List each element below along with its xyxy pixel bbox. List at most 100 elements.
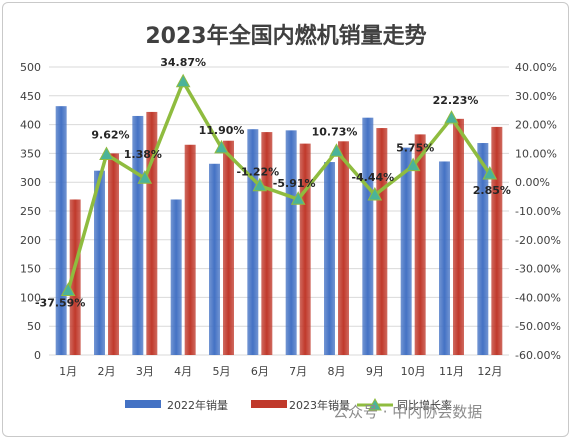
legend-label-2023: 2023年销量 (289, 398, 350, 412)
growth-rate-label: 5.75% (396, 142, 434, 155)
x-axis-tick-label: 5月 (213, 365, 231, 378)
right-axis-tick-label: -10.00% (515, 205, 561, 218)
right-axis-ticks: -60.00% -50.00% -40.00% -30.00% -20.00% -10.0… (515, 61, 561, 362)
x-axis-tick-label: 6月 (251, 365, 269, 378)
right-axis-tick-label: 30.00% (515, 90, 557, 103)
growth-rate-marker (99, 146, 114, 160)
right-axis-tick-label: -60.00% (515, 349, 561, 362)
legend: 2022年销量 2023年销量 同比增长率 (125, 397, 452, 412)
growth-rate-marker (290, 191, 306, 205)
bar-2023 (108, 153, 119, 355)
left-axis-ticks: 0 50 100 150 200 250 300 350 400 450 500 (20, 61, 41, 362)
left-axis-tick-label: 50 (27, 320, 41, 333)
x-axis-tick-label: 7月 (289, 365, 307, 378)
bar-2022 (324, 162, 335, 355)
left-axis-tick-label: 150 (20, 263, 41, 276)
left-axis-tick-label: 500 (20, 61, 41, 74)
x-axis-ticks: 1月 2月 3月 4月 5月 6月 7月 8月 9月 10月 11月 12月 (59, 365, 502, 378)
growth-rate-marker (175, 73, 191, 88)
left-axis-tick-label: 450 (20, 90, 41, 103)
growth-rate-marker (137, 170, 153, 184)
gridlines (49, 66, 509, 356)
bar-2022 (132, 115, 144, 356)
right-axis-tick-label: -50.00% (515, 320, 561, 333)
right-axis-tick-label: -40.00% (515, 291, 561, 304)
chart-title: 2023年全国内燃机销量走势 (145, 23, 426, 49)
growth-rate-label: 2.85% (473, 184, 511, 197)
x-axis-tick-label: 10月 (401, 365, 426, 378)
growth-rate-marker (252, 177, 268, 192)
growth-rate-marker (444, 110, 459, 124)
growth-rate-marker (329, 143, 344, 157)
bar-2023 (453, 118, 464, 355)
left-axis-tick-label: 300 (20, 176, 41, 189)
x-axis-tick-label: 11月 (439, 365, 464, 378)
legend-marker-growth (368, 397, 382, 411)
bar-2023 (414, 134, 426, 355)
legend-label-2022: 2022年销量 (167, 398, 228, 412)
bar-2023 (491, 126, 503, 356)
growth-rate-label: -1.22% (236, 166, 279, 179)
x-axis-tick-label: 3月 (136, 365, 154, 378)
growth-rate-marker (214, 139, 229, 154)
growth-rate-label: 9.62% (91, 128, 129, 141)
legend-label-growth: 同比增长率 (397, 398, 452, 412)
bars-group (55, 106, 503, 356)
growth-rate-label: 11.90% (199, 124, 245, 137)
chart-frame: 2023年全国内燃机销量走势 0 50 100 150 200 250 300 350 400 4… (2, 2, 569, 437)
bar-2023 (146, 111, 158, 355)
left-axis-tick-label: 350 (20, 147, 41, 160)
right-axis-tick-label: 40.00% (515, 61, 557, 74)
bar-2023 (299, 143, 311, 355)
chart-svg: 2023年全国内燃机销量走势 0 50 100 150 200 250 300 350 400 4… (20, 23, 561, 421)
bar-2022 (285, 130, 297, 355)
legend-swatch-2022 (125, 400, 161, 408)
bar-2023 (223, 140, 234, 355)
bar-2022 (55, 106, 67, 355)
left-axis-tick-label: 250 (20, 205, 41, 218)
growth-rate-label: -4.44% (351, 171, 394, 184)
x-axis-tick-label: 12月 (477, 365, 502, 378)
growth-rate-line (66, 80, 492, 291)
x-axis-tick-label: 9月 (366, 365, 384, 378)
right-axis-tick-label: 10.00% (515, 147, 557, 160)
bar-2023 (184, 144, 196, 355)
growth-rate-label: 1.38% (124, 148, 162, 161)
bar-2022 (170, 199, 182, 355)
bar-2022 (477, 143, 489, 355)
growth-rate-label: 34.87% (160, 56, 206, 69)
x-axis-tick-label: 8月 (328, 365, 346, 378)
growth-rate-label: 22.23% (433, 94, 479, 107)
left-axis-tick-label: 0 (34, 349, 41, 362)
bar-2022 (400, 147, 412, 355)
bar-2022 (209, 163, 220, 355)
left-axis-tick-label: 200 (20, 234, 41, 247)
bar-2023 (69, 199, 81, 355)
bar-2023 (376, 128, 388, 355)
bar-2022 (362, 117, 374, 355)
legend-swatch-2023 (251, 400, 287, 408)
left-axis-tick-label: 100 (20, 291, 41, 304)
bar-2023 (261, 132, 273, 355)
growth-rate-label: -5.91% (273, 177, 316, 190)
bar-2022 (247, 129, 259, 355)
growth-rate-label: 10.73% (312, 125, 358, 138)
x-axis-tick-label: 2月 (98, 365, 116, 378)
data-labels: -37.59% 9.62% 1.38% 34.87% 11.90% -1.22%-5.91… (35, 56, 511, 310)
growth-rate-marker (367, 186, 383, 201)
x-axis-tick-label: 1月 (59, 365, 77, 378)
growth-rate-marker (60, 282, 76, 296)
growth-rate-label: -37.59% (35, 296, 85, 309)
bar-2022 (439, 161, 450, 355)
bar-2022 (94, 170, 105, 355)
growth-line-group (60, 73, 498, 296)
growth-rate-marker (482, 165, 498, 180)
growth-rate-marker (405, 157, 421, 172)
right-axis-tick-label: -20.00% (515, 234, 561, 247)
bar-2023 (338, 141, 349, 355)
left-axis-tick-label: 400 (20, 119, 41, 132)
right-axis-tick-label: -30.00% (515, 263, 561, 276)
right-axis-tick-label: 0.00% (515, 176, 550, 189)
watermark-text: 公众号 · 中内协会数据 (333, 403, 482, 421)
x-axis-tick-label: 4月 (174, 365, 192, 378)
